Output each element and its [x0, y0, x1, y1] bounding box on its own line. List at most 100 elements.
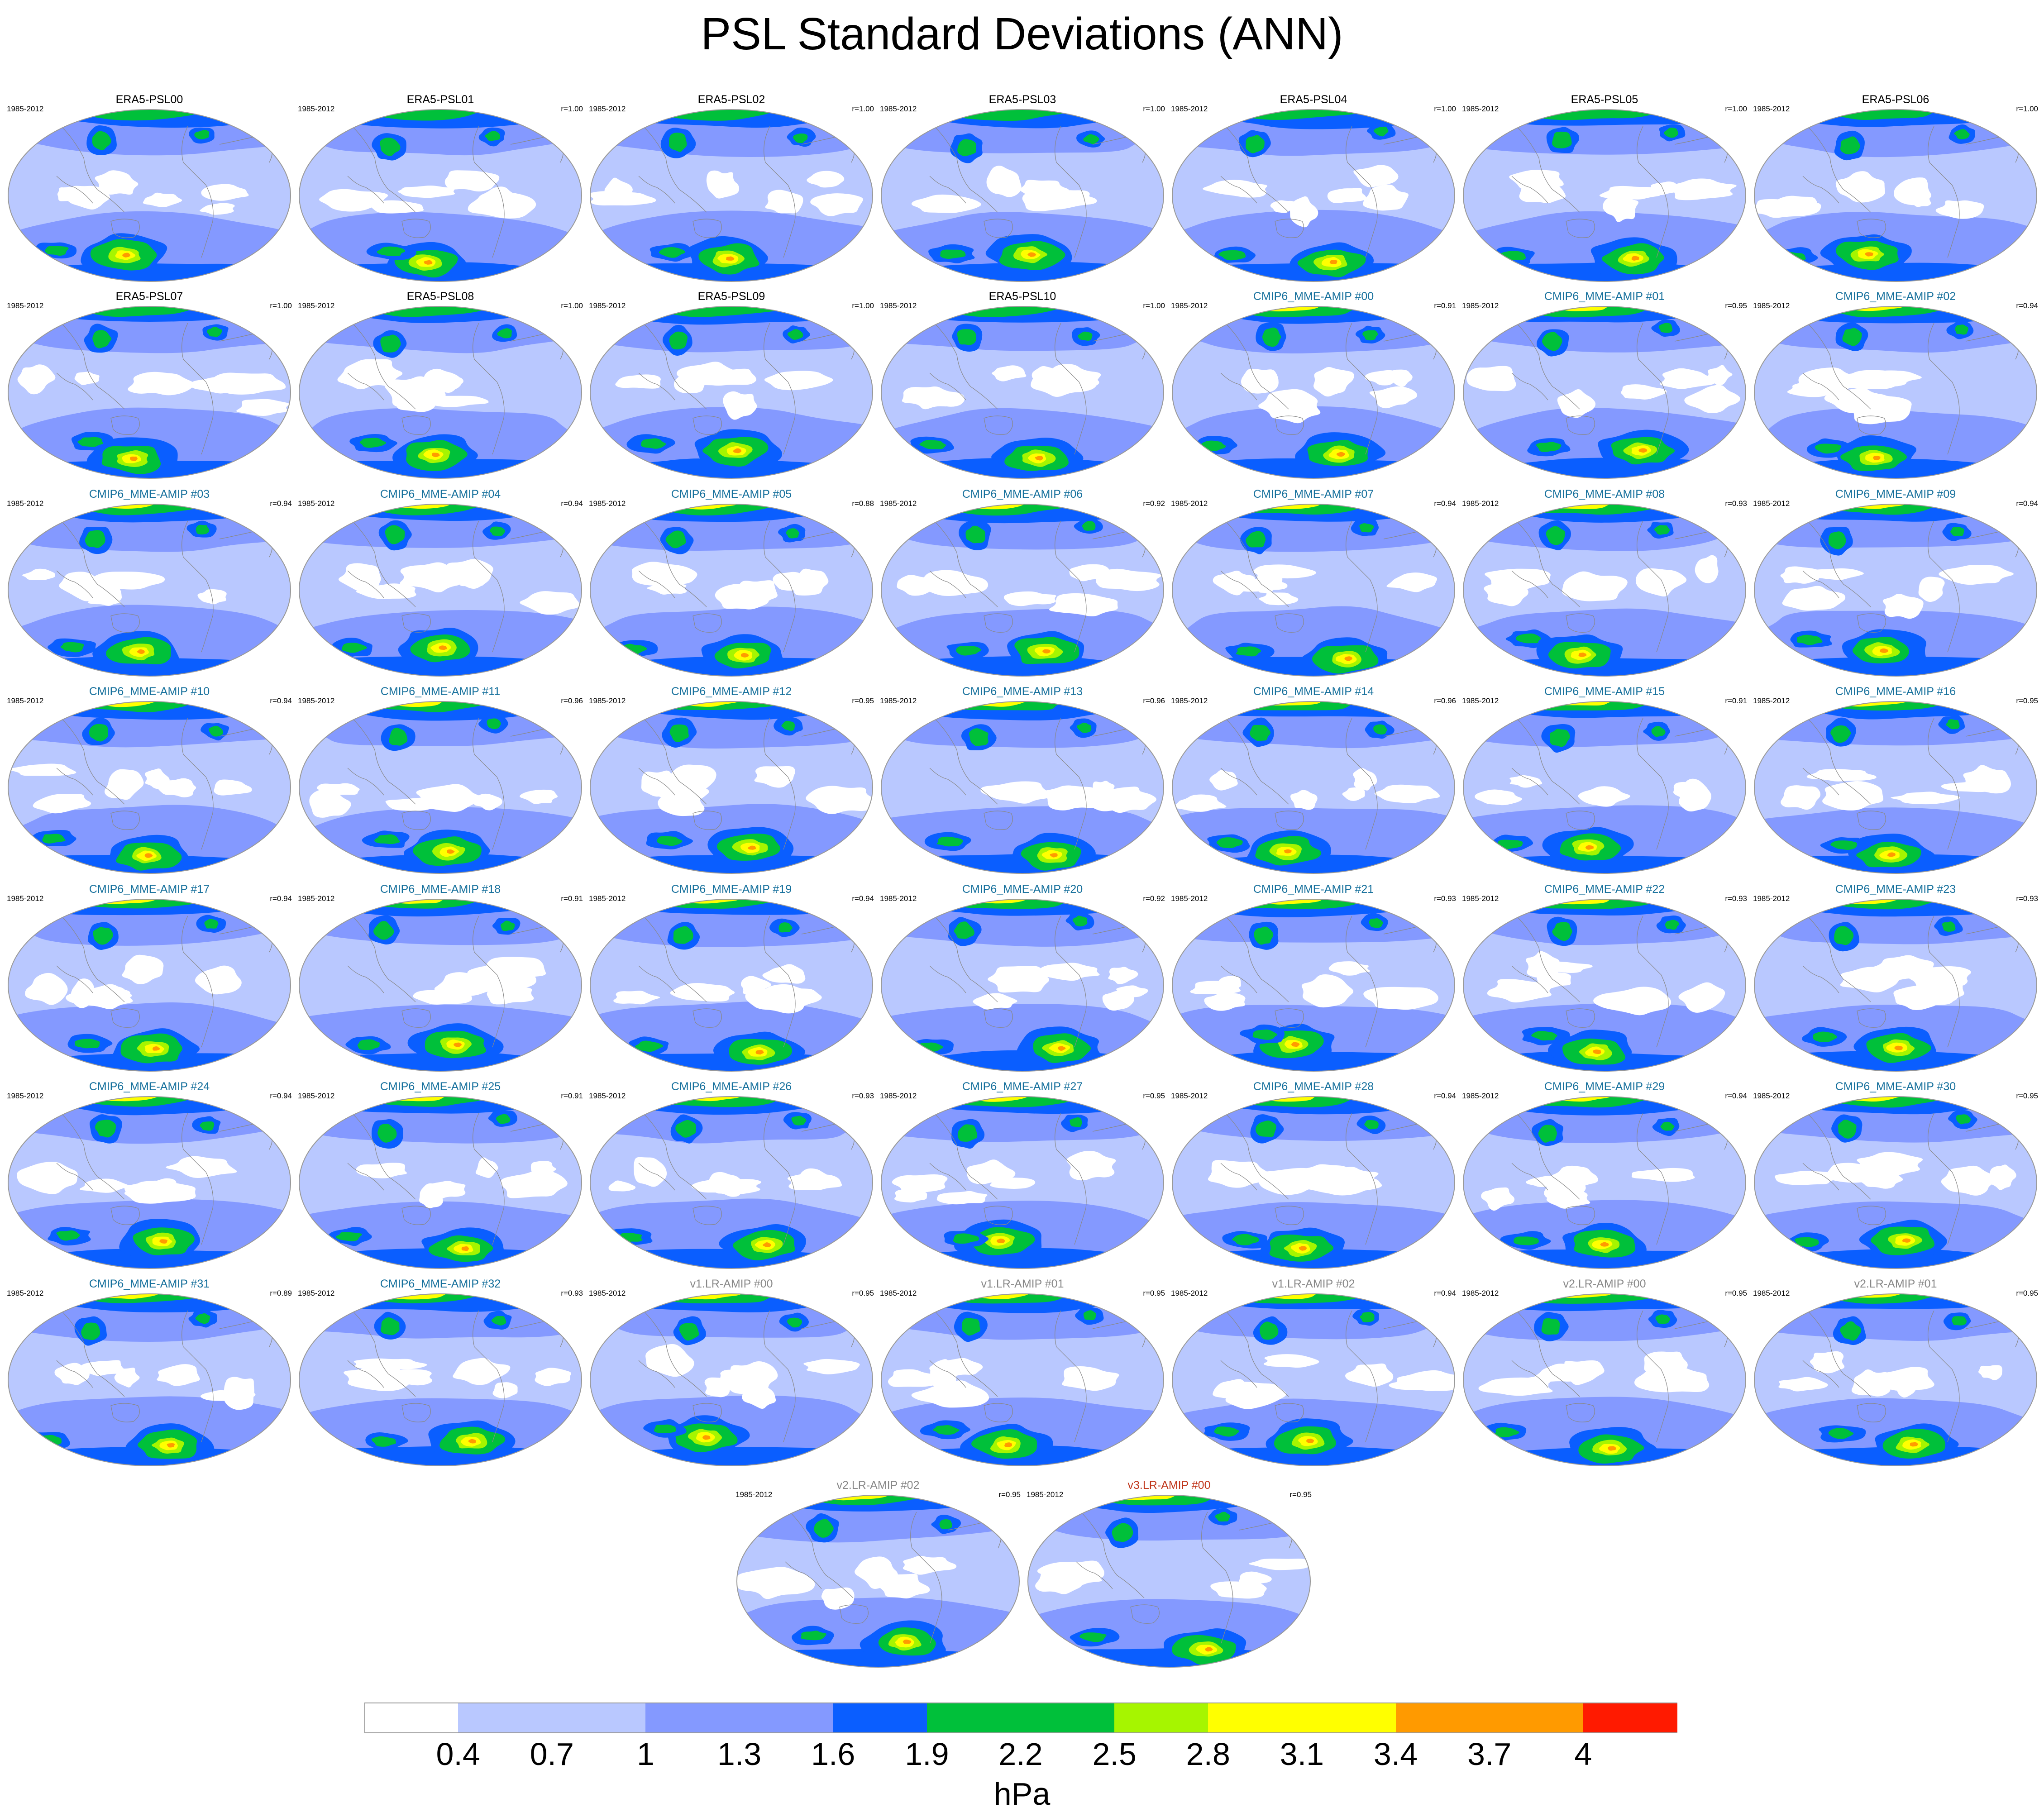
- level-fill: [615, 374, 661, 389]
- level-fill: [1389, 1377, 1455, 1391]
- level-fill: [675, 1120, 696, 1138]
- level-fill: [1353, 768, 1377, 791]
- coastline: [347, 768, 384, 796]
- map-panel: v2.LR-AMIP #00 1985-2012 r=0.95: [1462, 1277, 1747, 1467]
- coastline: [1928, 520, 1960, 653]
- level-fill: [89, 724, 109, 742]
- coastline: [1346, 718, 1378, 850]
- level-fill: [485, 131, 501, 141]
- coastline: [1637, 1113, 1669, 1245]
- level-fill: [807, 171, 845, 188]
- level-fill: [1514, 1236, 1539, 1245]
- level-fill: [669, 331, 688, 350]
- panel-correlation: r=0.94: [1434, 499, 1456, 508]
- level-fill: [965, 525, 985, 544]
- panel-title: CMIP6_MME-AMIP #16: [1835, 685, 1956, 698]
- coastline: [638, 372, 675, 401]
- level-fill: [491, 1316, 506, 1326]
- coastline: [638, 1163, 675, 1191]
- panel-correlation: r=0.94: [270, 696, 292, 705]
- coastline: [692, 1008, 722, 1028]
- level-fill: [1828, 531, 1846, 549]
- level-fill: [1058, 1046, 1066, 1051]
- level-fill: [1270, 200, 1296, 213]
- coastline: [473, 520, 505, 653]
- map-panel: ERA5-PSL09 1985-2012 r=1.00: [589, 290, 874, 480]
- map-plot: [1172, 109, 1455, 282]
- panel-title: CMIP6_MME-AMIP #13: [962, 685, 1083, 698]
- panel-title: ERA5-PSL05: [1571, 93, 1638, 106]
- level-fill: [1665, 920, 1679, 930]
- coastline: [934, 1113, 998, 1200]
- panel-title: ERA5-PSL06: [1862, 93, 1929, 106]
- coastline: [1516, 1310, 1580, 1397]
- level-fill: [489, 526, 506, 536]
- panel-title: ERA5-PSL01: [406, 93, 474, 106]
- map-panel: CMIP6_MME-AMIP #08 1985-2012 r=0.93: [1462, 487, 1747, 677]
- map-plot: [8, 1096, 291, 1269]
- coastline: [638, 768, 675, 796]
- coastline: [764, 126, 796, 258]
- panel-correlation: r=0.93: [561, 1289, 583, 1297]
- map-border: [8, 306, 291, 479]
- map-panel: ERA5-PSL08 1985-2012 r=1.00: [298, 290, 583, 480]
- colorbar-box: [458, 1703, 553, 1733]
- level-fill: [1593, 1049, 1601, 1054]
- level-fill: [957, 1124, 978, 1142]
- map-border: [1754, 504, 2037, 677]
- coastline: [352, 916, 416, 1002]
- level-fill: [1172, 1104, 1455, 1141]
- coastline: [1220, 965, 1257, 993]
- panel-title: ERA5-PSL00: [115, 93, 183, 106]
- map-border: [1172, 701, 1455, 874]
- level-fill: [377, 246, 406, 257]
- level-fill: [17, 1161, 78, 1194]
- coastline: [401, 219, 431, 238]
- level-fill: [1684, 385, 1741, 413]
- map-border: [590, 1096, 873, 1269]
- level-fill: [992, 365, 1027, 382]
- panel-period: 1985-2012: [1171, 1092, 1208, 1100]
- coastline: [1511, 372, 1548, 401]
- map-panel: CMIP6_MME-AMIP #04 1985-2012 r=0.94: [298, 487, 583, 677]
- coastline: [984, 1206, 1013, 1225]
- coastline: [56, 1360, 93, 1388]
- level-fill: [1578, 652, 1587, 657]
- level-fill: [105, 769, 144, 800]
- coastline: [473, 126, 505, 258]
- map-plot: [1463, 899, 1746, 1072]
- level-fill: [1345, 1363, 1394, 1387]
- panel-title: ERA5-PSL09: [697, 290, 765, 303]
- level-fill: [1939, 564, 2014, 585]
- level-fill: [1359, 523, 1374, 533]
- map-border: [8, 109, 291, 282]
- colorbar-box: [1302, 1703, 1396, 1733]
- level-fill: [1342, 787, 1365, 801]
- coastline: [789, 1512, 854, 1598]
- map-panel: ERA5-PSL05 1985-2012 r=1.00: [1462, 93, 1747, 283]
- coastline: [692, 1403, 722, 1422]
- level-fill: [936, 836, 963, 847]
- level-fill: [1463, 707, 1746, 747]
- coastline: [347, 372, 384, 401]
- panel-title: CMIP6_MME-AMIP #25: [380, 1080, 501, 1093]
- map-border: [590, 701, 873, 874]
- coastline: [347, 965, 384, 993]
- coastline: [110, 219, 140, 238]
- level-fill: [1038, 963, 1100, 981]
- level-fill: [468, 192, 536, 219]
- coastline: [1511, 176, 1548, 204]
- level-fill: [1108, 967, 1138, 984]
- coastline: [1516, 718, 1580, 805]
- panel-title: CMIP6_MME-AMIP #02: [1835, 290, 1956, 303]
- panel-period: 1985-2012: [7, 105, 44, 113]
- map-border: [8, 504, 291, 677]
- coastline: [1275, 1403, 1304, 1422]
- level-fill: [740, 653, 749, 658]
- panel-period: 1985-2012: [589, 1289, 626, 1297]
- level-fill: [814, 1519, 834, 1538]
- coastline: [929, 768, 966, 796]
- level-fill: [670, 982, 735, 1002]
- coastline: [1802, 965, 1839, 993]
- level-fill: [641, 770, 673, 797]
